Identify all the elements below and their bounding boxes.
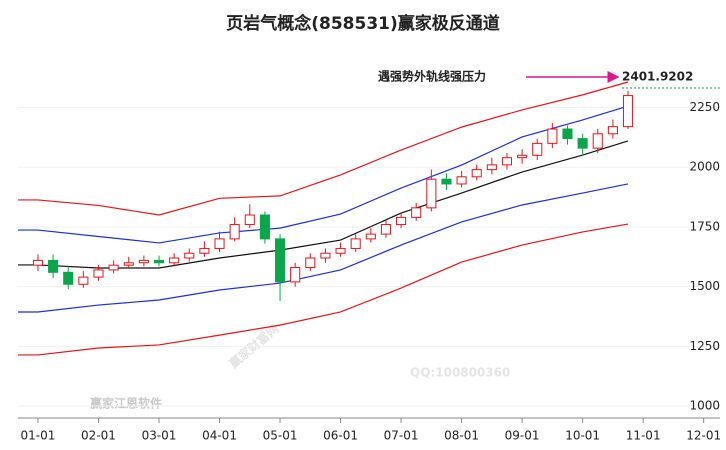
candle-body	[63, 271, 74, 285]
candle-body	[380, 224, 391, 235]
watermark: QQ:100800360	[410, 366, 510, 380]
candle-body	[199, 247, 210, 254]
candle-body	[259, 214, 270, 240]
candle-body	[93, 269, 104, 278]
candle-body	[350, 238, 361, 249]
candle-body	[562, 128, 573, 140]
candle-body	[471, 169, 482, 178]
x-tick-label: 04-01	[202, 429, 237, 443]
y-tick-label: 2250	[689, 100, 720, 114]
candle-body	[78, 276, 89, 285]
annotation-value: 2401.9202	[622, 70, 693, 84]
x-tick-label: 11-01	[626, 429, 661, 443]
y-tick-label: 1500	[689, 279, 720, 293]
channel-line	[18, 183, 629, 313]
y-tick-label: 1750	[689, 219, 720, 233]
candle-body	[275, 238, 286, 283]
x-tick-label: 06-01	[323, 429, 358, 443]
channel-line	[18, 223, 629, 356]
candle-body	[169, 257, 180, 264]
y-tick-label: 1250	[689, 339, 720, 353]
x-tick-label: 02-01	[81, 429, 116, 443]
candle-body	[532, 142, 543, 156]
candle-body	[411, 207, 422, 218]
x-tick-label: 08-01	[444, 429, 479, 443]
candle-body	[244, 214, 255, 226]
watermark: 赢家江恩软件	[90, 396, 162, 411]
candle-body	[592, 133, 603, 149]
channel-line	[18, 105, 629, 244]
candle-body	[335, 247, 346, 254]
candle-body	[123, 262, 134, 266]
x-tick-label: 09-01	[505, 429, 540, 443]
candle-body	[138, 259, 149, 264]
candle-body	[305, 257, 316, 269]
candle-body	[184, 252, 195, 259]
candle-body	[48, 259, 59, 273]
x-tick-label: 01-01	[21, 429, 56, 443]
annotation: 遇强势外轨线强压力	[378, 69, 486, 84]
candle-body	[456, 176, 467, 185]
x-tick-label: 05-01	[263, 429, 298, 443]
candle-body	[365, 233, 376, 240]
x-tick-label: 12-01	[686, 429, 721, 443]
candle-body	[320, 252, 331, 259]
candle-body	[622, 95, 634, 128]
candle-body	[153, 259, 165, 264]
candle-body	[547, 128, 558, 144]
candle-body	[486, 164, 497, 171]
channel-line	[18, 140, 629, 269]
x-tick-label: 07-01	[384, 429, 419, 443]
candle-body	[441, 178, 452, 185]
candle-body	[32, 259, 44, 266]
candle-body	[577, 138, 588, 149]
candle-body	[517, 154, 528, 159]
candle-body	[229, 224, 240, 240]
candle-body	[290, 267, 301, 283]
candle-body	[426, 178, 437, 209]
y-tick-label: 2000	[689, 160, 720, 174]
y-tick-label: 1000	[689, 399, 720, 413]
candle-body	[607, 126, 618, 135]
x-tick-label: 03-01	[142, 429, 177, 443]
candle-body	[214, 238, 225, 249]
candle-body	[108, 264, 119, 271]
channel-line	[18, 81, 629, 216]
chart-title: 页岩气概念(858531)赢家极反通道	[226, 13, 500, 34]
candle-body	[501, 157, 513, 166]
candle-body	[396, 216, 407, 226]
x-tick-label: 10-01	[565, 429, 600, 443]
